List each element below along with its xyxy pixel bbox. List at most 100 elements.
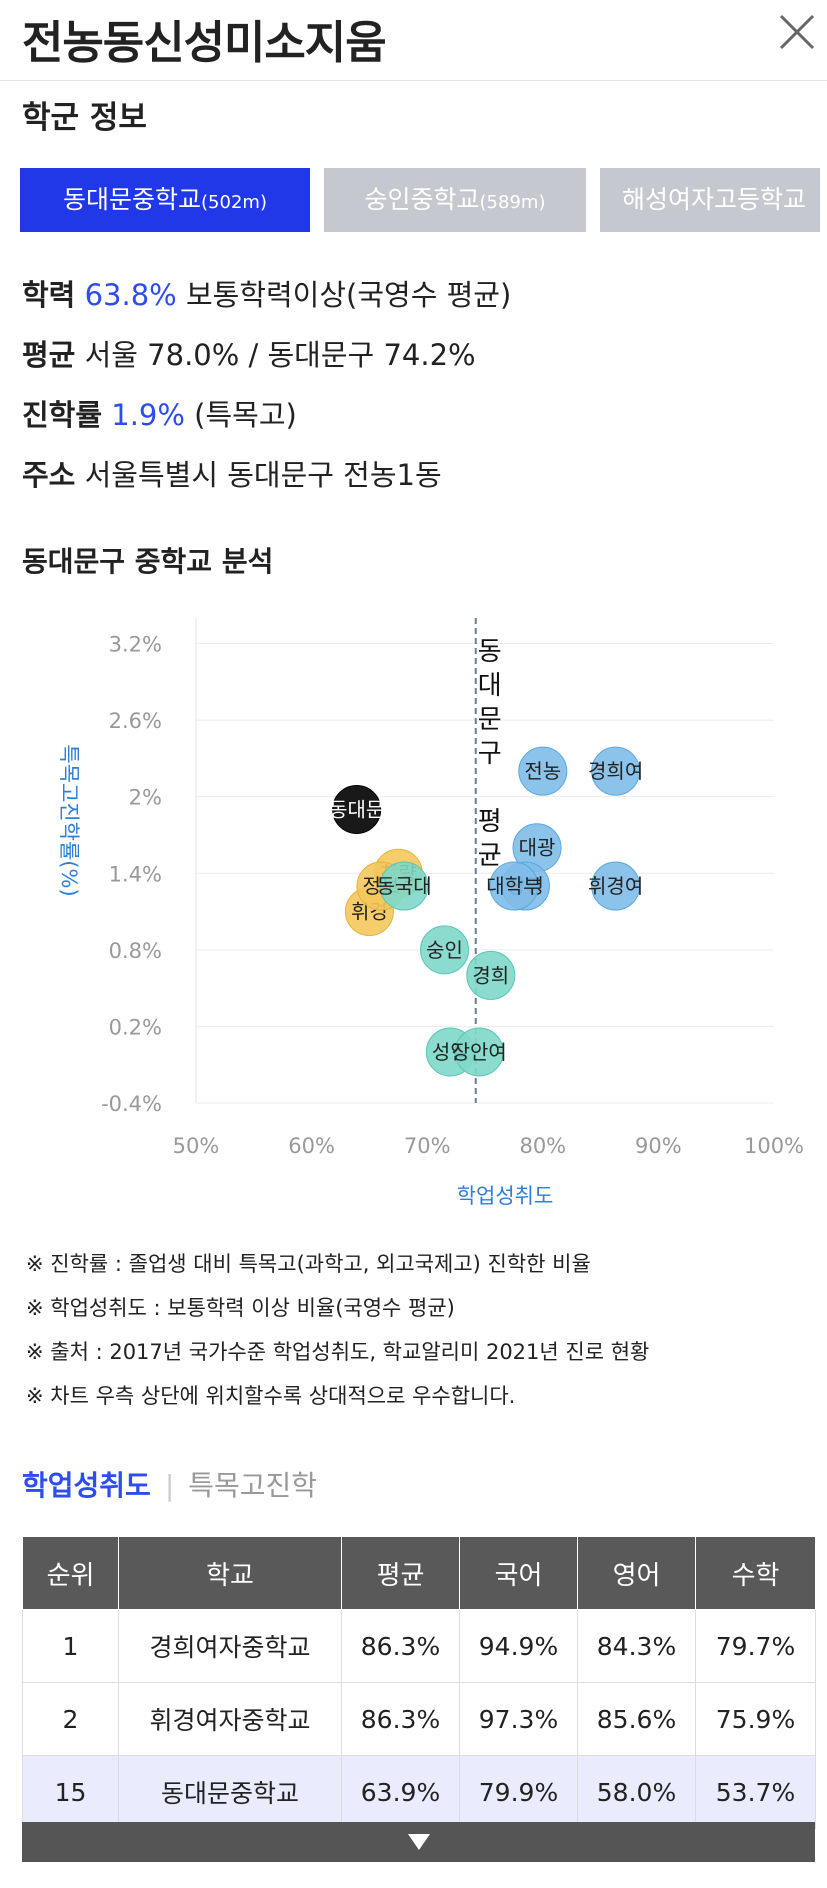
col-math: 수학: [695, 1536, 816, 1610]
note: ※ 출처 : 2017년 국가수준 학업성취도, 학교알리미 2021년 진로 …: [26, 1340, 650, 1364]
y-axis-label: 특목고진학률(%): [57, 744, 81, 896]
tab-school-name: 숭인중학교: [364, 185, 480, 214]
cell-average: 63.9%: [341, 1755, 460, 1829]
reference-label-char: 평: [478, 807, 502, 837]
col-korean: 국어: [459, 1536, 578, 1610]
data-point: [466, 950, 516, 1000]
x-tick-label: 100%: [744, 1134, 804, 1158]
show-more-button[interactable]: [22, 1822, 815, 1862]
note: ※ 진학률 : 졸업생 대비 특목고(과학고, 외고국제고) 진학한 비율: [26, 1252, 591, 1276]
data-point: [518, 746, 568, 796]
reference-label-char: 균: [478, 841, 502, 871]
info-desc: 서울특별시 동대문구 전농1동: [75, 458, 442, 492]
col-english: 영어: [577, 1536, 696, 1610]
cell-school: 휘경여자중학교: [118, 1682, 342, 1756]
info-average: 평균 서울 78.0% / 동대문구 74.2%: [22, 332, 476, 374]
y-tick-label: 3.2%: [109, 633, 162, 657]
header: 전농동신성미소지움: [0, 0, 827, 81]
y-tick-label: 0.8%: [109, 939, 162, 963]
info-desc: (특목고): [184, 398, 297, 432]
cell-rank: 1: [22, 1609, 119, 1683]
data-label: 경희: [472, 963, 509, 987]
tab-academic[interactable]: 학업성취도: [22, 1469, 151, 1502]
y-tick-label: 1.4%: [109, 862, 162, 886]
chevron-down-icon: [408, 1834, 430, 1850]
cell-english: 85.6%: [577, 1682, 696, 1756]
x-axis-label: 학업성취도: [457, 1184, 554, 1208]
page-title: 전농동신성미소지움: [22, 16, 387, 69]
tab-school-dist: (589m): [479, 192, 546, 213]
data-point: [332, 784, 382, 834]
y-tick-label: 2.6%: [109, 709, 162, 733]
y-tick-label: 2%: [129, 786, 162, 810]
school-info-title: 학군 정보: [22, 100, 147, 136]
chart-notes: ※ 진학률 : 졸업생 대비 특목고(과학고, 외고국제고) 진학한 비율 ※ …: [26, 1248, 649, 1424]
col-rank: 순위: [22, 1536, 119, 1610]
note: ※ 차트 우측 상단에 위치할수록 상대적으로 우수합니다.: [26, 1384, 516, 1408]
col-average: 평균: [341, 1536, 460, 1610]
analysis-title: 동대문구 중학교 분석: [22, 545, 274, 578]
info-label: 평균: [22, 338, 76, 372]
data-point: [420, 925, 470, 975]
data-label: 대학부: [486, 874, 541, 898]
y-tick-label: -0.4%: [101, 1092, 162, 1116]
cell-korean: 79.9%: [459, 1755, 578, 1829]
info-desc: 보통학력이상(국영수 평균): [176, 278, 512, 312]
reference-label-char: 대: [478, 671, 502, 701]
y-tick-label: 0.2%: [109, 1015, 162, 1039]
rank-tabs: 학업성취도 | 특목고진학: [22, 1464, 317, 1504]
table-row[interactable]: 1 경희여자중학교 86.3% 94.9% 84.3% 79.7%: [22, 1609, 816, 1683]
cell-school: 동대문중학교: [118, 1755, 342, 1829]
info-academic: 학력 63.8% 보통학력이상(국영수 평균): [22, 272, 511, 314]
cell-average: 86.3%: [341, 1609, 460, 1683]
reference-label-char: 동: [478, 637, 502, 667]
data-point: [379, 861, 429, 911]
x-tick-label: 70%: [404, 1134, 451, 1158]
data-label: 숭인: [426, 938, 463, 962]
data-point: [454, 1027, 504, 1077]
data-label: 휘경여: [588, 874, 643, 898]
data-point: [489, 861, 539, 911]
info-value: 1.9%: [111, 398, 185, 432]
cell-school: 경희여자중학교: [118, 1609, 342, 1683]
col-school: 학교: [118, 1536, 342, 1610]
table-row[interactable]: 2 휘경여자중학교 86.3% 97.3% 85.6% 75.9%: [22, 1682, 816, 1756]
info-advance: 진학률 1.9% (특목고): [22, 392, 297, 434]
table-row-current[interactable]: 15 동대문중학교 63.9% 79.9% 58.0% 53.7%: [22, 1755, 816, 1829]
tab-school-1[interactable]: 숭인중학교(589m): [324, 168, 586, 232]
table-header: 순위 학교 평균 국어 영어 수학: [22, 1536, 816, 1610]
info-label: 주소: [22, 458, 76, 492]
school-tabs: 동대문중학교(502m) 숭인중학교(589m) 해성여자고등학교: [20, 168, 820, 232]
data-label: 장안여: [452, 1040, 507, 1064]
x-tick-label: 60%: [288, 1134, 335, 1158]
cell-rank: 2: [22, 1682, 119, 1756]
info-desc: 서울 78.0% / 동대문구 74.2%: [75, 338, 476, 372]
data-label: 대광: [519, 836, 556, 860]
cell-math: 53.7%: [695, 1755, 816, 1829]
cell-korean: 94.9%: [459, 1609, 578, 1683]
note: ※ 학업성취도 : 보통학력 이상 비율(국영수 평균): [26, 1296, 455, 1320]
close-icon[interactable]: [775, 10, 819, 54]
cell-math: 79.7%: [695, 1609, 816, 1683]
data-label: 동국대: [376, 874, 431, 898]
x-tick-label: 50%: [173, 1134, 220, 1158]
tab-school-0[interactable]: 동대문중학교(502m): [20, 168, 310, 232]
tab-special[interactable]: 특목고진학: [188, 1469, 318, 1502]
data-label: 동대문: [329, 797, 384, 821]
info-label: 진학률: [22, 398, 103, 432]
cell-rank: 15: [22, 1755, 119, 1829]
data-label: 경희여: [588, 759, 643, 783]
cell-english: 84.3%: [577, 1609, 696, 1683]
tab-divider: |: [164, 1469, 175, 1502]
cell-english: 58.0%: [577, 1755, 696, 1829]
info-value: 63.8%: [84, 278, 177, 312]
info-label: 학력: [22, 278, 76, 312]
data-point: [591, 746, 641, 796]
tab-school-2[interactable]: 해성여자고등학교: [600, 168, 820, 232]
x-tick-label: 90%: [635, 1134, 682, 1158]
cell-korean: 97.3%: [459, 1682, 578, 1756]
cell-math: 75.9%: [695, 1682, 816, 1756]
scatter-chart: 3.2% 2.6% 2% 1.4% 0.8% 0.2% -0.4% 50% 60% 70% 80% 9…: [57, 618, 804, 1208]
rank-table: 순위 학교 평균 국어 영어 수학 1 경희여자중학교 86.3% 94.9% …: [22, 1536, 816, 1829]
reference-label-char: 구: [478, 739, 502, 769]
